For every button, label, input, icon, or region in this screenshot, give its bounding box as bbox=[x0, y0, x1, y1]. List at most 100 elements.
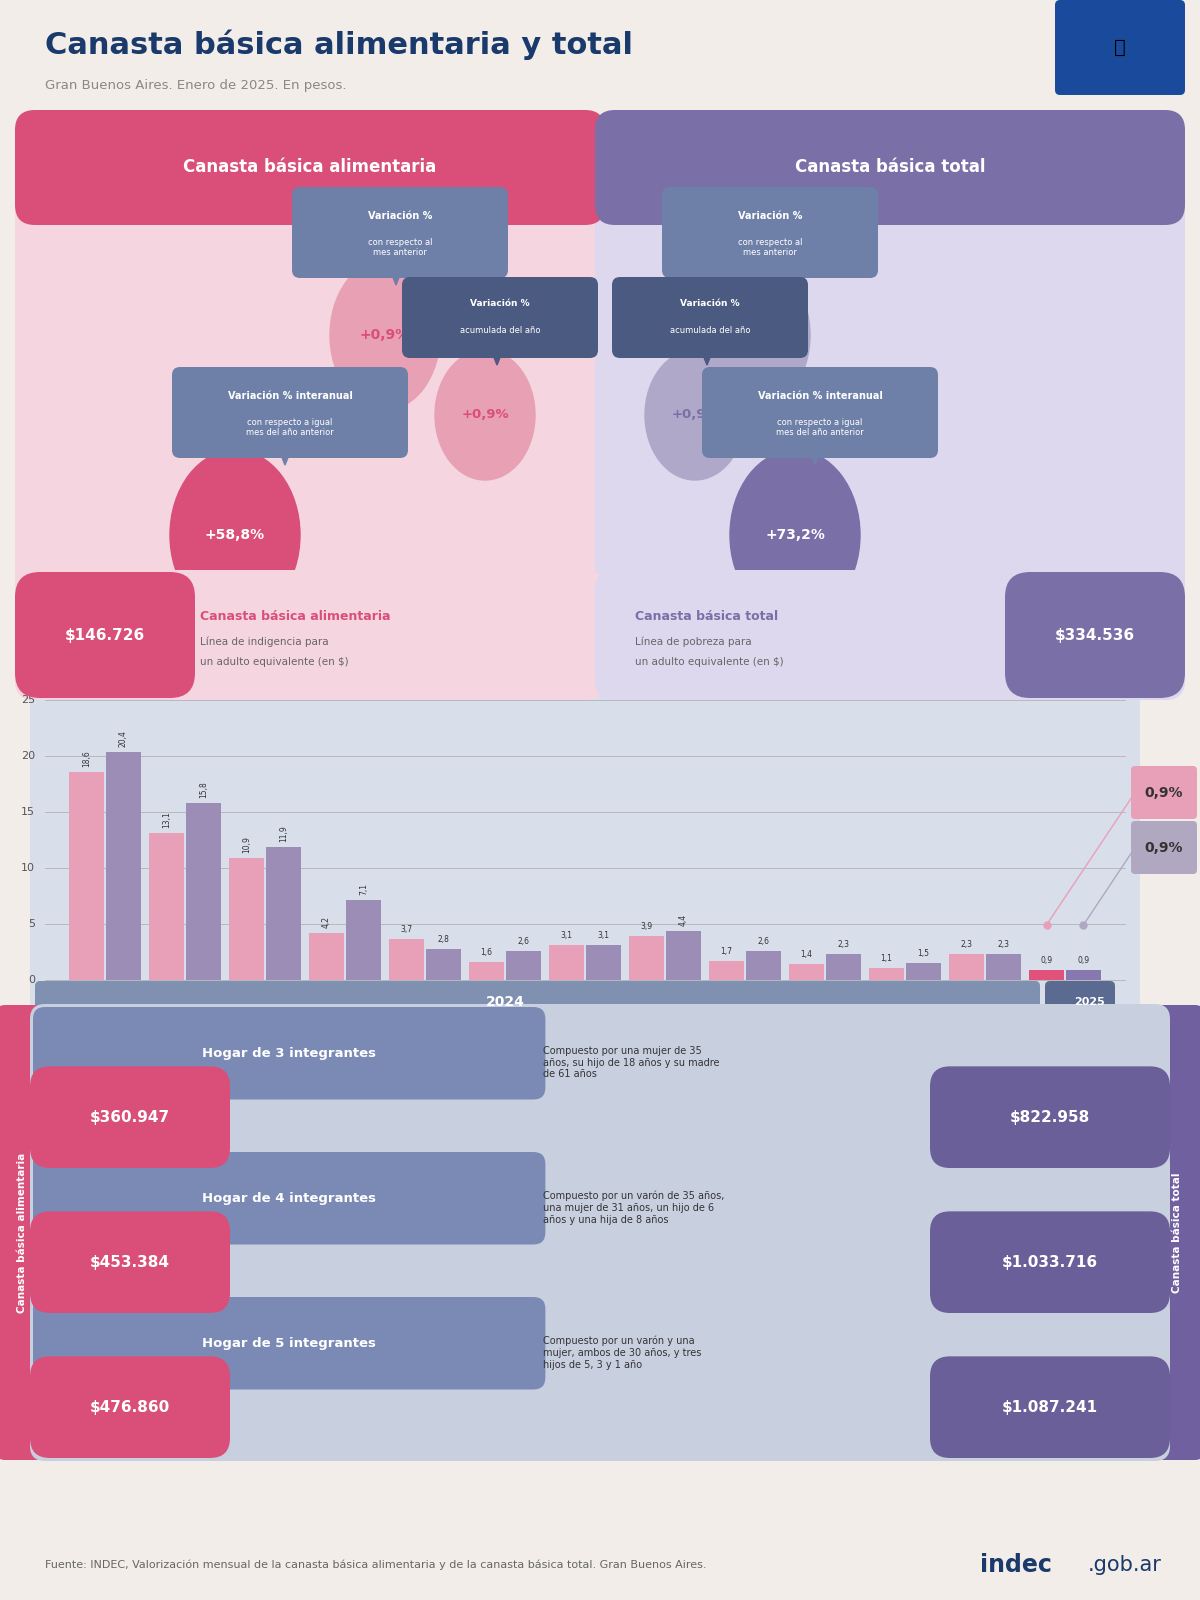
FancyBboxPatch shape bbox=[266, 846, 301, 979]
Polygon shape bbox=[701, 350, 713, 365]
Text: un adulto equivalente (en $): un adulto equivalente (en $) bbox=[635, 658, 784, 667]
Text: 1,7: 1,7 bbox=[720, 947, 732, 955]
Text: 11,9: 11,9 bbox=[278, 826, 288, 842]
Ellipse shape bbox=[170, 450, 300, 619]
Text: 3,1: 3,1 bbox=[560, 931, 572, 941]
Text: $476.860: $476.860 bbox=[90, 1400, 170, 1414]
Ellipse shape bbox=[646, 350, 745, 480]
FancyBboxPatch shape bbox=[402, 277, 598, 358]
Text: acumulada del año: acumulada del año bbox=[460, 326, 540, 334]
FancyBboxPatch shape bbox=[662, 187, 878, 278]
FancyBboxPatch shape bbox=[30, 1357, 230, 1458]
Text: Canasta básica alimentaria: Canasta básica alimentaria bbox=[18, 1152, 28, 1312]
FancyBboxPatch shape bbox=[666, 931, 701, 979]
Text: Canasta básica total: Canasta básica total bbox=[635, 611, 778, 624]
Text: .gob.ar: .gob.ar bbox=[1088, 1555, 1162, 1574]
FancyBboxPatch shape bbox=[106, 752, 142, 979]
Text: 🧺: 🧺 bbox=[1114, 37, 1126, 56]
Text: 25: 25 bbox=[20, 694, 35, 706]
FancyBboxPatch shape bbox=[14, 573, 194, 698]
Text: 1,5: 1,5 bbox=[918, 949, 930, 958]
Text: 0,9: 0,9 bbox=[1040, 955, 1052, 965]
Text: DIC: DIC bbox=[980, 992, 990, 1013]
Text: Hogar de 5 integrantes: Hogar de 5 integrantes bbox=[203, 1336, 376, 1350]
FancyBboxPatch shape bbox=[30, 680, 1140, 1030]
Text: 1,1: 1,1 bbox=[881, 954, 893, 963]
Text: acumulada del año: acumulada del año bbox=[670, 326, 750, 334]
FancyBboxPatch shape bbox=[14, 110, 605, 226]
Text: ENE: ENE bbox=[100, 992, 110, 1014]
Text: con respecto a igual
mes del año anterior: con respecto a igual mes del año anterio… bbox=[776, 418, 864, 437]
Polygon shape bbox=[390, 270, 402, 285]
FancyBboxPatch shape bbox=[34, 1298, 546, 1389]
Text: Línea de pobreza para: Línea de pobreza para bbox=[635, 637, 751, 646]
FancyBboxPatch shape bbox=[186, 803, 221, 979]
Text: Variación % interanual: Variación % interanual bbox=[228, 390, 353, 402]
Text: ENE: ENE bbox=[1060, 992, 1070, 1014]
Polygon shape bbox=[491, 350, 503, 365]
Text: 2024: 2024 bbox=[486, 995, 524, 1010]
FancyBboxPatch shape bbox=[172, 366, 408, 458]
FancyBboxPatch shape bbox=[595, 570, 1186, 701]
Text: $360.947: $360.947 bbox=[90, 1110, 170, 1125]
FancyBboxPatch shape bbox=[506, 950, 541, 979]
Text: FEB: FEB bbox=[180, 992, 190, 1014]
Text: ABR: ABR bbox=[340, 992, 350, 1016]
FancyBboxPatch shape bbox=[595, 110, 1186, 701]
FancyBboxPatch shape bbox=[1150, 1005, 1200, 1459]
Text: Línea de indigencia para: Línea de indigencia para bbox=[200, 637, 329, 646]
Text: Variación % interanual: Variación % interanual bbox=[757, 390, 882, 402]
Text: 15,8: 15,8 bbox=[199, 781, 208, 798]
FancyBboxPatch shape bbox=[1066, 970, 1102, 979]
Text: indec: indec bbox=[980, 1554, 1052, 1578]
FancyBboxPatch shape bbox=[0, 1005, 50, 1459]
FancyBboxPatch shape bbox=[308, 933, 344, 979]
FancyBboxPatch shape bbox=[702, 366, 938, 458]
FancyBboxPatch shape bbox=[949, 954, 984, 979]
Text: Variación %: Variación % bbox=[680, 299, 740, 307]
Text: Variación %: Variación % bbox=[738, 211, 802, 221]
Text: con respecto al
mes anterior: con respecto al mes anterior bbox=[738, 238, 803, 258]
Text: 0,9%: 0,9% bbox=[1145, 840, 1183, 854]
Text: Canasta básica alimentaria: Canasta básica alimentaria bbox=[200, 611, 390, 624]
FancyBboxPatch shape bbox=[930, 1066, 1170, 1168]
FancyBboxPatch shape bbox=[469, 962, 504, 979]
FancyBboxPatch shape bbox=[346, 901, 382, 979]
Text: +0,9%: +0,9% bbox=[461, 408, 509, 421]
Text: NOV: NOV bbox=[900, 992, 910, 1018]
Text: 4,4: 4,4 bbox=[679, 914, 688, 926]
Text: 18,6: 18,6 bbox=[82, 750, 91, 766]
Text: 3,7: 3,7 bbox=[401, 925, 413, 933]
FancyBboxPatch shape bbox=[30, 1005, 1170, 1171]
Text: JUL: JUL bbox=[580, 992, 590, 1011]
Text: +0,9%: +0,9% bbox=[730, 328, 780, 342]
Text: 10,9: 10,9 bbox=[242, 837, 251, 853]
Text: 2,8: 2,8 bbox=[438, 934, 450, 944]
FancyBboxPatch shape bbox=[68, 771, 104, 979]
FancyBboxPatch shape bbox=[930, 1211, 1170, 1314]
Text: Variación %: Variación % bbox=[470, 299, 530, 307]
Text: $1.033.716: $1.033.716 bbox=[1002, 1254, 1098, 1270]
Ellipse shape bbox=[730, 450, 860, 619]
FancyBboxPatch shape bbox=[1004, 573, 1186, 698]
Text: 2,3: 2,3 bbox=[960, 941, 972, 949]
Text: Variación %: Variación % bbox=[368, 211, 432, 221]
FancyBboxPatch shape bbox=[30, 1149, 1170, 1315]
Ellipse shape bbox=[330, 259, 440, 410]
Text: 0,9%: 0,9% bbox=[1145, 786, 1183, 800]
FancyBboxPatch shape bbox=[548, 946, 584, 979]
FancyBboxPatch shape bbox=[986, 954, 1021, 979]
Text: 1,4: 1,4 bbox=[800, 950, 812, 960]
Text: un adulto equivalente (en $): un adulto equivalente (en $) bbox=[200, 658, 349, 667]
Text: Canasta básica total: Canasta básica total bbox=[794, 158, 985, 176]
Text: 15: 15 bbox=[22, 806, 35, 818]
Text: Gran Buenos Aires. Enero de 2025. En pesos.: Gran Buenos Aires. Enero de 2025. En pes… bbox=[46, 78, 347, 91]
Text: OCT: OCT bbox=[820, 992, 830, 1016]
FancyBboxPatch shape bbox=[389, 939, 424, 979]
FancyBboxPatch shape bbox=[229, 858, 264, 979]
Text: Fuente: INDEC, Valorización mensual de la canasta básica alimentaria y de la can: Fuente: INDEC, Valorización mensual de l… bbox=[46, 1560, 707, 1570]
Text: MAY: MAY bbox=[420, 992, 430, 1016]
FancyBboxPatch shape bbox=[930, 1357, 1170, 1458]
Text: con respecto a igual
mes del año anterior: con respecto a igual mes del año anterio… bbox=[246, 418, 334, 437]
Text: 2,6: 2,6 bbox=[757, 938, 769, 946]
